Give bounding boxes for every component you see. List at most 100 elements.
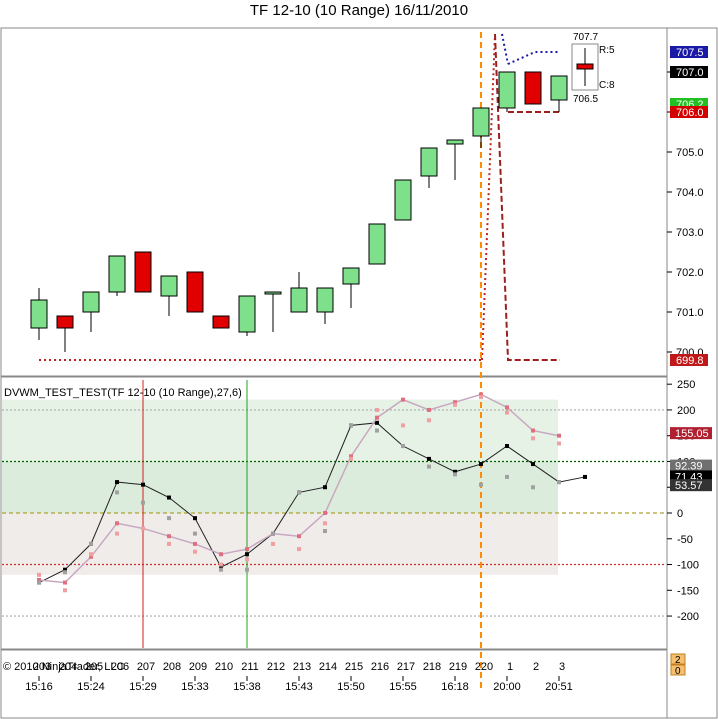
indicator-tick-label: -200 (677, 611, 699, 623)
indicator-point (479, 462, 483, 467)
indicator-point (427, 407, 431, 412)
indicator-point (375, 415, 379, 420)
indicator-point (453, 402, 457, 407)
indicator-point (531, 428, 535, 433)
indicator-point (63, 570, 67, 575)
indicator-point (297, 547, 301, 552)
bar-number-label: 204 (59, 661, 77, 673)
small-badge (670, 664, 686, 676)
candle-body (368, 223, 386, 265)
small-badge-label: 0 (675, 666, 681, 677)
price-tick-label: 704.0 (676, 187, 704, 199)
time-label: 15:55 (389, 681, 417, 693)
candle-body (134, 251, 152, 293)
indicator-point (375, 420, 379, 425)
indicator-point (167, 534, 171, 539)
bar-number-label: 209 (189, 661, 207, 673)
candle-body (420, 147, 438, 177)
indicator-point (141, 500, 145, 505)
indicator-point (167, 516, 171, 521)
indicator-point (479, 482, 483, 487)
indicator-point (245, 557, 249, 562)
indicator-point (297, 534, 301, 539)
bar-number-label: 215 (345, 661, 363, 673)
indicator-point (505, 410, 509, 415)
indicator-point (167, 495, 171, 500)
chart-title: TF 12-10 (10 Range) 16/11/2010 (249, 2, 469, 19)
bar-number-label: 213 (293, 661, 311, 673)
small-badge (670, 653, 686, 665)
time-label: 20:00 (493, 681, 521, 693)
bar-number-label: 206 (111, 661, 129, 673)
indicator-point (479, 395, 483, 400)
bar-number-label: 1 (507, 661, 513, 673)
copyright-text: © 2010 NinjaTrader, LLC (3, 661, 124, 673)
indicator-point (271, 541, 275, 546)
current-bar-count: C:8 (599, 80, 615, 91)
indicator-point (89, 541, 93, 546)
indicator-name: DVWM_TEST_TEST(TF 12-10 (10 Range),27,6) (4, 387, 242, 399)
small-badge-label: 2 (675, 655, 681, 666)
indicator-point (271, 531, 275, 536)
indicator-point (349, 456, 353, 461)
indicator-point (427, 456, 431, 461)
indicator-point (37, 572, 41, 577)
indicator-point (505, 444, 509, 449)
indicator-point (427, 464, 431, 469)
indicator-point (557, 480, 561, 485)
price-tick-label: 703.0 (676, 227, 704, 239)
indicator-point (323, 511, 327, 515)
indicator-point (583, 474, 587, 479)
indicator-tick-label: -100 (677, 560, 699, 572)
indicator-value-badge (670, 459, 712, 472)
indicator-point (63, 588, 67, 593)
indicator-point (401, 444, 405, 449)
time-label: 15:50 (337, 681, 365, 693)
indicator-value-label: 53.57 (675, 480, 703, 492)
price-badge (670, 106, 708, 118)
indicator-point (141, 526, 145, 531)
indicator-point (297, 490, 301, 495)
bar-number-label: 210 (215, 661, 233, 673)
candle-body (56, 315, 74, 329)
indicator-point (505, 474, 509, 479)
candle-body (238, 295, 256, 333)
time-label: 15:38 (233, 681, 261, 693)
indicator-series-line (38, 422, 586, 584)
indicator-band-mid (2, 461, 558, 513)
indicator-point (401, 397, 405, 402)
price-badge (670, 66, 708, 78)
indicator-point (167, 541, 171, 546)
indicator-point (89, 554, 93, 559)
indicator-point (375, 428, 379, 433)
bar-number-label: 220 (475, 661, 493, 673)
bar-number-label: 211 (241, 661, 259, 673)
indicator-tick-label: -50 (677, 534, 693, 546)
price-badge (670, 46, 708, 58)
indicator-point (531, 436, 535, 441)
bar-number-label: 2 (533, 661, 539, 673)
bar-number-label: 205 (85, 661, 103, 673)
candle-body (472, 107, 490, 137)
time-label: 15:33 (181, 681, 209, 693)
indicator-point (375, 407, 379, 412)
candle-body (160, 275, 178, 297)
bar-number-label: 208 (163, 661, 181, 673)
indicator-point (453, 472, 457, 477)
price-tick-label: 701.0 (676, 307, 704, 319)
indicator-point (557, 441, 561, 446)
bar-number-label: 203 (33, 661, 51, 673)
indicator-point (193, 531, 197, 536)
indicator-value-badge (670, 427, 712, 440)
bar-number-label: 214 (319, 661, 337, 673)
price-tick-label: 705.0 (676, 147, 704, 159)
time-label: 20:51 (545, 681, 573, 693)
indicator-value-badge (670, 479, 712, 492)
indicator-point (323, 521, 327, 526)
candle-body (342, 267, 360, 285)
indicator-value-label: 155.05 (675, 428, 709, 440)
indicator-point (193, 516, 197, 521)
indicator-point (349, 423, 353, 428)
current-bar-high: 707.7 (573, 32, 598, 43)
